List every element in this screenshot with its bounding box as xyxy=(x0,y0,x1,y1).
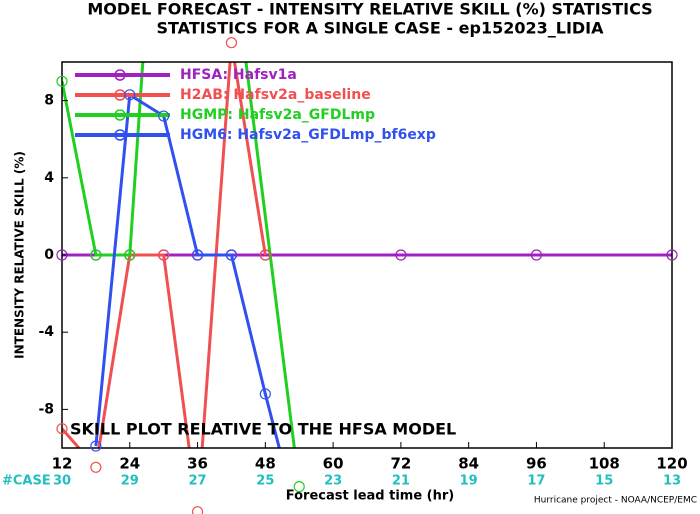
case-count: 27 xyxy=(189,474,207,489)
point-marker xyxy=(395,249,407,261)
point-marker xyxy=(124,249,136,261)
x-tick-label: 96 xyxy=(526,455,547,473)
point-marker xyxy=(56,75,68,87)
case-label: #CASE xyxy=(2,474,51,489)
x-tick-label: 48 xyxy=(255,455,276,473)
legend-label: HFSA: Hafsv1a xyxy=(180,67,297,83)
point-marker xyxy=(191,506,204,514)
x-tick-label: 84 xyxy=(458,455,479,473)
x-tick-label: 108 xyxy=(589,455,620,473)
x-axis-label: Forecast lead time (hr) xyxy=(286,489,454,504)
y-tick-label: 4 xyxy=(44,170,54,186)
case-count: 23 xyxy=(324,474,342,489)
legend-label: H2AB: Hafsv2a_baseline xyxy=(180,87,371,103)
case-count: 17 xyxy=(527,474,545,489)
y-tick-label: 8 xyxy=(44,93,54,109)
case-count: 21 xyxy=(392,474,410,489)
y-tick-label: -4 xyxy=(38,324,54,340)
point-marker xyxy=(225,249,238,261)
case-count: 19 xyxy=(460,474,478,489)
y-tick-label: 0 xyxy=(44,247,54,263)
point-marker xyxy=(158,249,170,261)
x-tick-label: 72 xyxy=(390,455,411,473)
point-marker xyxy=(191,249,204,261)
chart-title: MODEL FORECAST - INTENSITY RELATIVE SKIL… xyxy=(87,0,652,19)
point-marker xyxy=(124,89,136,101)
point-marker xyxy=(90,461,102,473)
point-marker xyxy=(56,423,68,435)
case-count: 30 xyxy=(53,474,71,489)
point-marker xyxy=(293,481,305,493)
point-marker xyxy=(259,249,271,261)
series-line xyxy=(94,92,281,448)
point-marker xyxy=(158,110,170,122)
x-tick-label: 60 xyxy=(323,455,344,473)
x-tick-label: 12 xyxy=(52,455,73,473)
point-marker xyxy=(56,249,68,261)
case-count: 29 xyxy=(121,474,139,489)
legend-label: HGM6: Hafsv2a_GFDLmp_bf6exp xyxy=(180,127,436,143)
case-count: 25 xyxy=(256,474,274,489)
y-axis-label: INTENSITY RELATIVE SKILL (%) xyxy=(13,151,27,359)
point-marker xyxy=(530,249,543,261)
footer: Hurricane project - NOAA/NCEP/EMC xyxy=(534,496,697,506)
x-tick-label: 120 xyxy=(656,455,687,473)
x-tick-label: 24 xyxy=(119,455,140,473)
annotation: SKILL PLOT RELATIVE TO THE HFSA MODEL xyxy=(70,420,456,439)
point-marker xyxy=(666,249,678,261)
y-tick-label: -8 xyxy=(38,401,54,417)
legend-marker xyxy=(114,129,126,141)
legend-label: HGMP: Hafsv2a_GFDLmp xyxy=(180,107,375,123)
x-tick-label: 36 xyxy=(187,455,208,473)
case-count: 15 xyxy=(595,474,613,489)
series-line xyxy=(62,62,296,448)
legend-marker xyxy=(114,69,126,81)
chart-subtitle: STATISTICS FOR A SINGLE CASE - ep152023_… xyxy=(156,19,604,38)
point-marker xyxy=(225,37,238,49)
point-marker xyxy=(90,440,102,452)
series-line xyxy=(62,62,267,448)
point-marker xyxy=(259,388,271,400)
legend-marker xyxy=(114,109,126,121)
case-count: 13 xyxy=(663,474,681,489)
point-marker xyxy=(90,249,102,261)
